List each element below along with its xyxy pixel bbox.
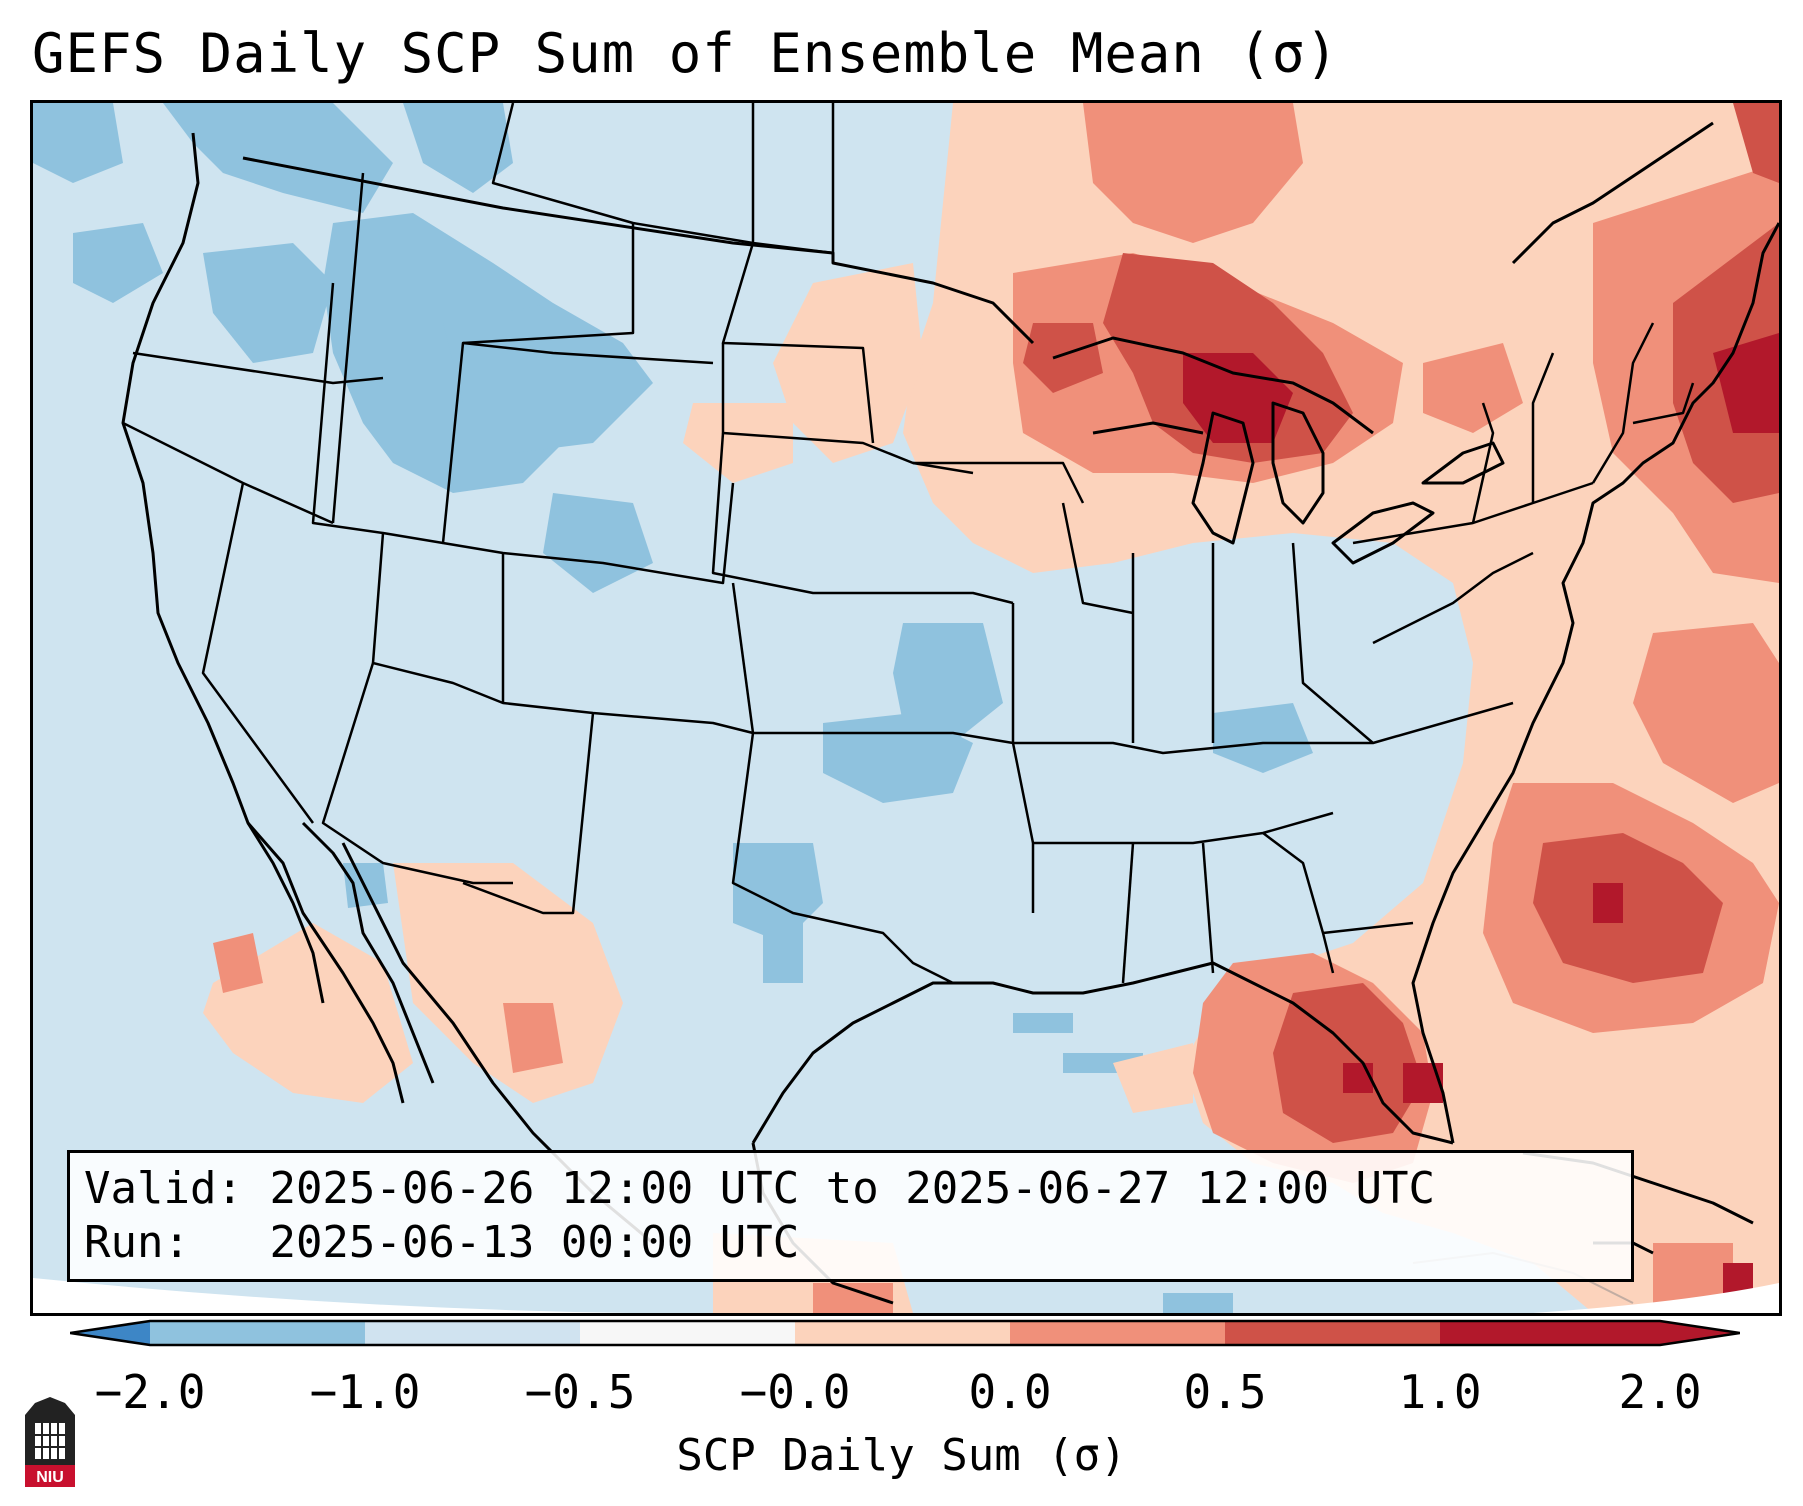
valid-value: 2025-06-26 12:00 UTC to 2025-06-27 12:00…	[269, 1163, 1436, 1214]
valid-label: Valid:	[84, 1163, 243, 1214]
colorbar-tick: 0.0	[968, 1365, 1052, 1419]
colorbar-extend-low	[70, 1321, 150, 1345]
colorbar-segment	[1225, 1321, 1440, 1345]
colorbar-segment	[580, 1321, 795, 1345]
map-panel	[30, 100, 1782, 1316]
colorbar-label: SCP Daily Sum (σ)	[676, 1430, 1127, 1481]
negative-anomaly-regions	[33, 103, 1313, 1313]
logo-text: NIU	[36, 1469, 64, 1486]
run-label: Run:	[84, 1217, 190, 1268]
colorbar-segment	[1010, 1321, 1225, 1345]
colorbar-tick: −2.0	[94, 1365, 206, 1419]
colorbar-ticks: −2.0 −1.0 −0.5 −0.0 0.0 0.5 1.0 2.0	[0, 1365, 1803, 1425]
colorbar-segment	[795, 1321, 1010, 1345]
chart-title: GEFS Daily SCP Sum of Ensemble Mean (σ)	[32, 22, 1339, 85]
colorbar-tick: 2.0	[1618, 1365, 1702, 1419]
colorbar-tick: −1.0	[309, 1365, 421, 1419]
colorbar-tick: −0.0	[739, 1365, 851, 1419]
colorbar-tick: 0.5	[1183, 1365, 1267, 1419]
state-borders	[122, 103, 1695, 985]
colorbar-tick: 1.0	[1398, 1365, 1482, 1419]
map-svg	[33, 103, 1779, 1313]
run-value: 2025-06-13 00:00 UTC	[269, 1217, 800, 1268]
colorbar-segment	[365, 1321, 580, 1345]
colorbar-extend-high	[1440, 1321, 1740, 1345]
max-positive-anomaly-regions	[1183, 333, 1779, 1293]
colorbar-segment	[150, 1321, 365, 1345]
colorbar	[70, 1319, 1740, 1347]
niu-logo: NIU	[25, 1397, 75, 1487]
out-of-domain-area	[33, 1278, 793, 1313]
colorbar-tick: −0.5	[524, 1365, 636, 1419]
validity-info-box: Valid: 2025-06-26 12:00 UTC to 2025-06-2…	[67, 1150, 1634, 1282]
out-of-domain-area-right	[1533, 1283, 1779, 1313]
